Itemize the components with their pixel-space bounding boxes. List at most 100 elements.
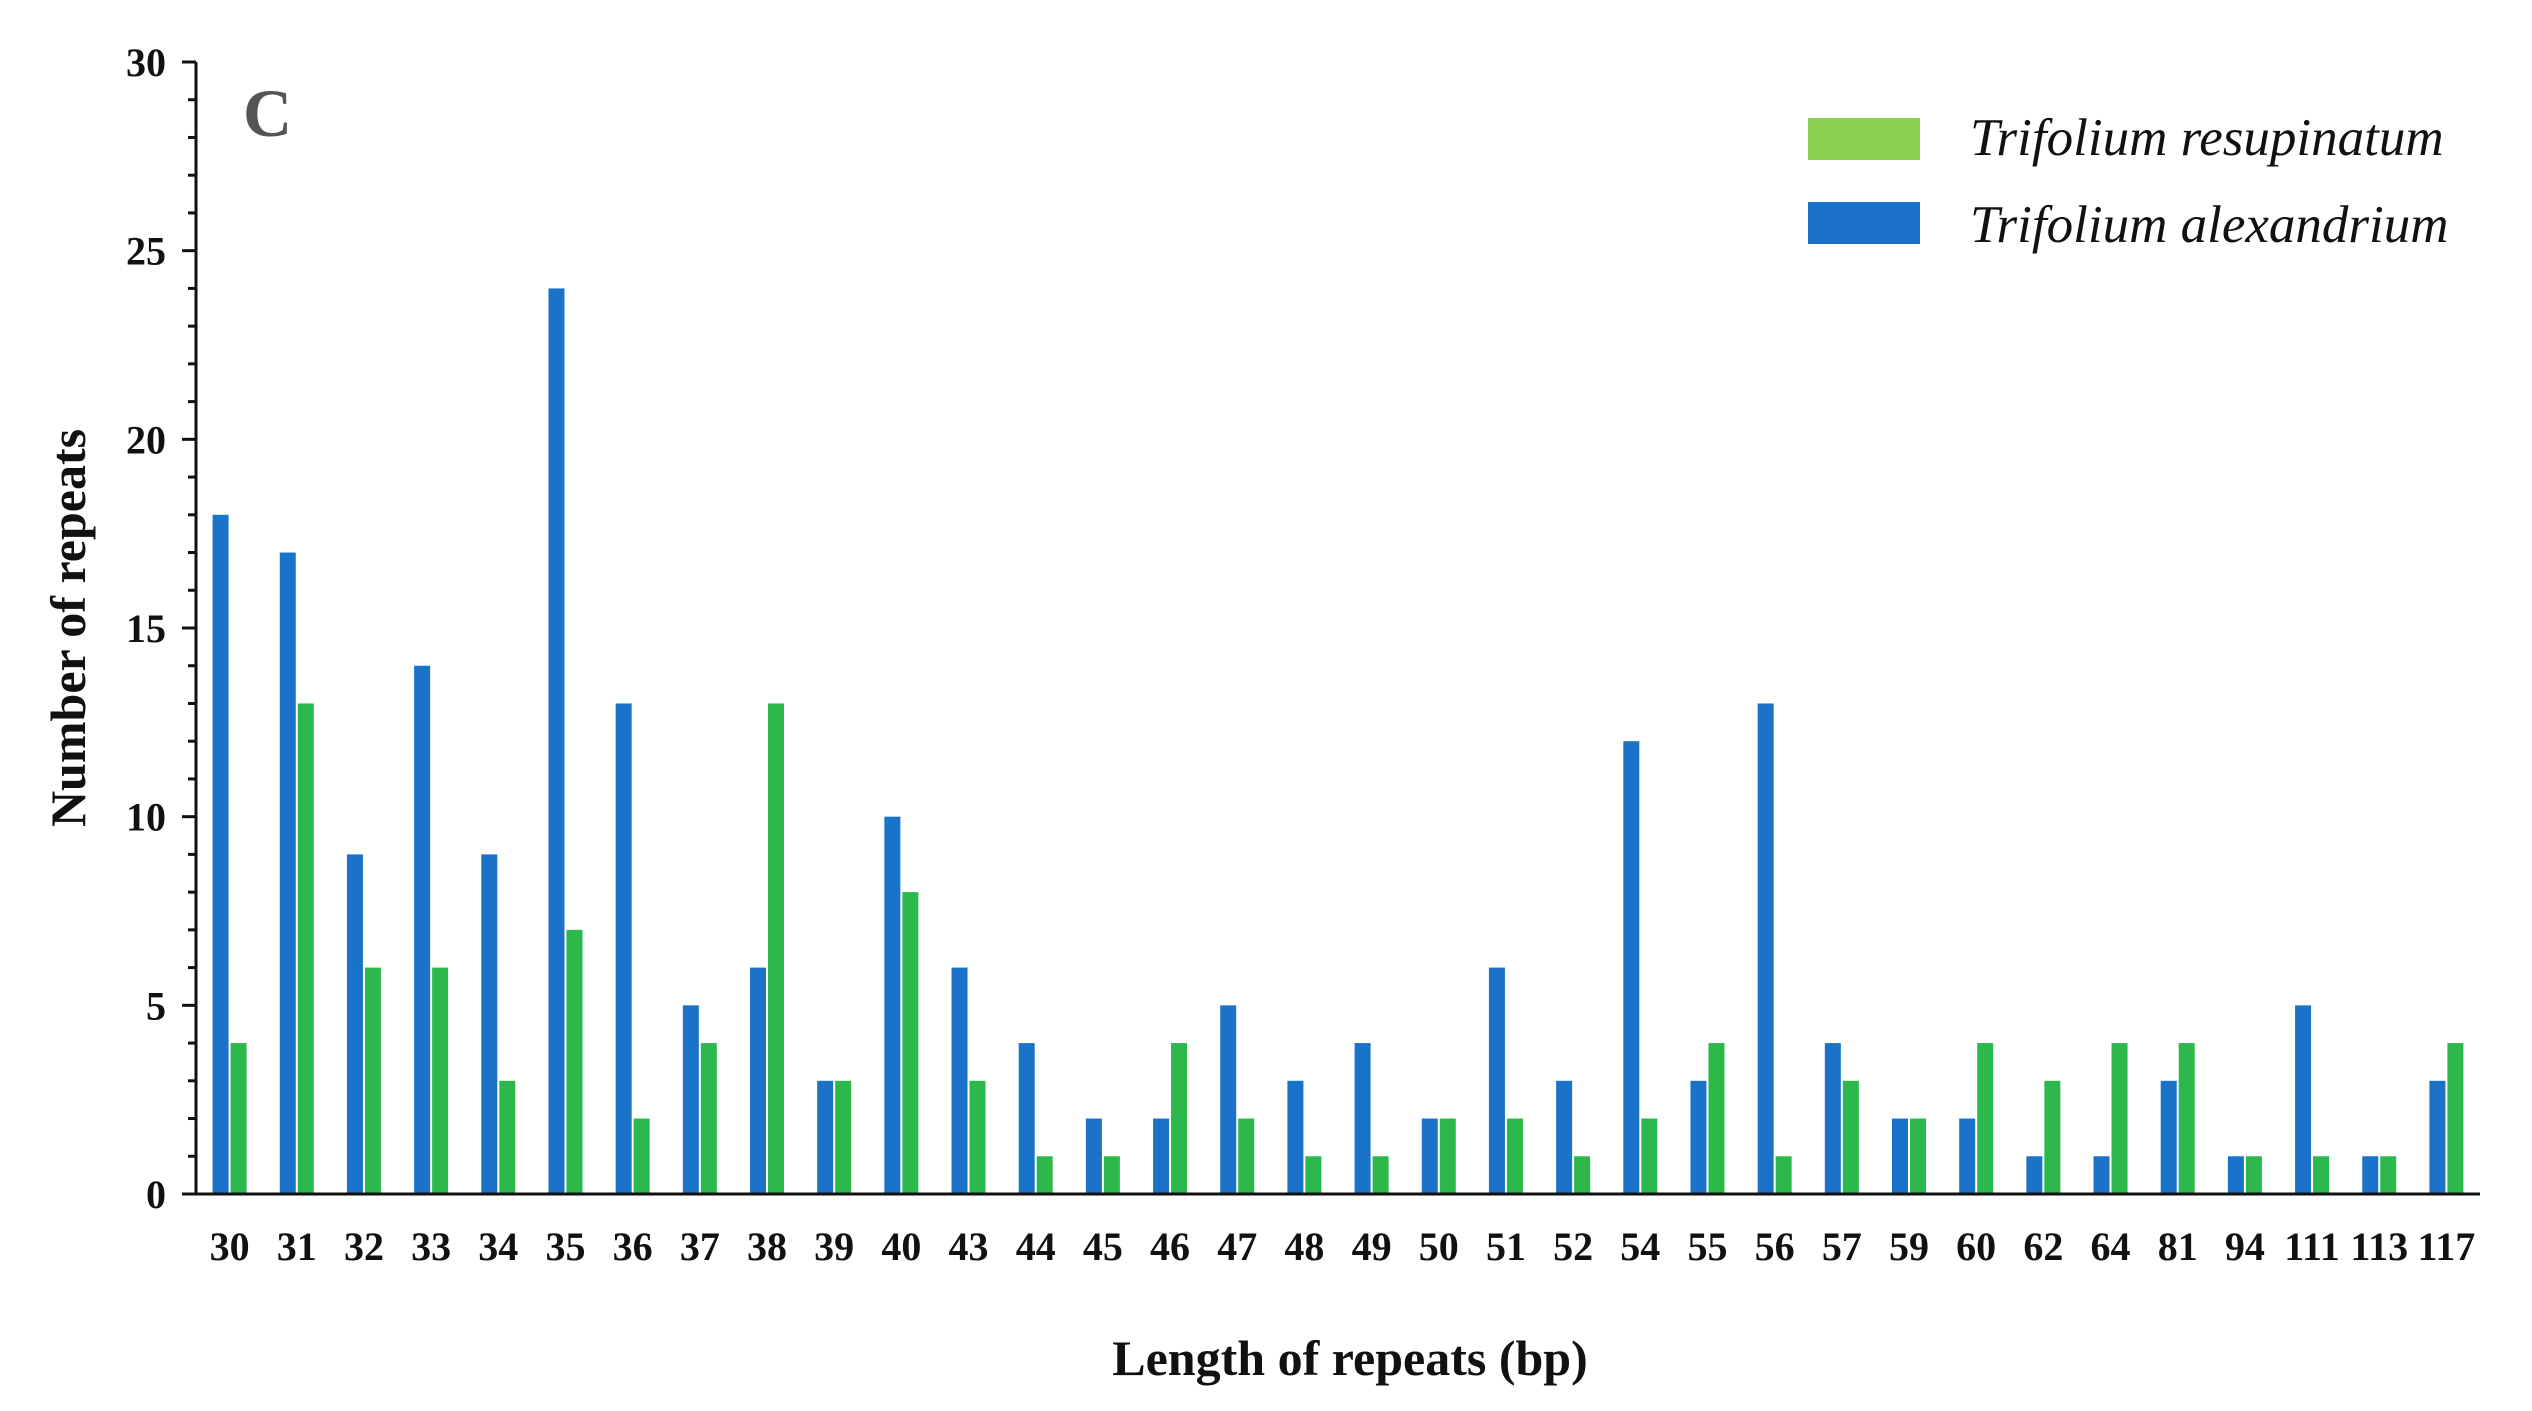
x-tick-label: 46 — [1150, 1224, 1190, 1269]
bar-resupinatum-31 — [297, 703, 314, 1194]
x-tick-label: 36 — [613, 1224, 653, 1269]
bar-resupinatum-47 — [1238, 1118, 1255, 1194]
x-tick-label: 32 — [344, 1224, 384, 1269]
bar-alexandrium-37 — [682, 1005, 699, 1194]
y-tick-label: 20 — [126, 417, 166, 462]
bar-resupinatum-50 — [1439, 1118, 1456, 1194]
bar-alexandrium-31 — [279, 552, 296, 1194]
bar-resupinatum-62 — [2044, 1080, 2061, 1194]
bar-alexandrium-51 — [1488, 967, 1505, 1194]
x-tick-label: 34 — [478, 1224, 518, 1269]
bar-alexandrium-45 — [1085, 1118, 1102, 1194]
bar-alexandrium-32 — [346, 854, 363, 1194]
x-tick-label: 50 — [1419, 1224, 1459, 1269]
bar-resupinatum-33 — [432, 967, 449, 1194]
x-tick-label: 113 — [2350, 1224, 2408, 1269]
bar-alexandrium-40 — [884, 816, 901, 1194]
bar-alexandrium-50 — [1421, 1118, 1438, 1194]
bar-resupinatum-81 — [2178, 1043, 2195, 1194]
panel-label: C — [243, 75, 292, 151]
bar-resupinatum-30 — [230, 1043, 247, 1194]
x-tick-label: 44 — [1016, 1224, 1056, 1269]
x-tick-label: 37 — [680, 1224, 720, 1269]
x-tick-label: 81 — [2158, 1224, 2198, 1269]
legend: Trifolium resupinatum Trifolium alexandr… — [1808, 109, 2449, 254]
bar-resupinatum-113 — [2380, 1156, 2397, 1194]
bar-alexandrium-33 — [414, 665, 431, 1194]
x-tick-label: 45 — [1083, 1224, 1123, 1269]
bar-alexandrium-35 — [548, 288, 565, 1194]
bar-alexandrium-54 — [1623, 741, 1640, 1194]
x-tick-label: 94 — [2225, 1224, 2265, 1269]
x-tick-label: 51 — [1486, 1224, 1526, 1269]
bar-resupinatum-38 — [768, 703, 784, 1194]
bar-alexandrium-48 — [1287, 1080, 1304, 1194]
bar-resupinatum-64 — [2111, 1043, 2128, 1194]
bar-alexandrium-39 — [817, 1080, 834, 1194]
bar-alexandrium-62 — [2026, 1156, 2043, 1194]
x-tick-label: 62 — [2023, 1224, 2063, 1269]
bar-alexandrium-117 — [2429, 1080, 2446, 1194]
x-tick-label: 39 — [814, 1224, 854, 1269]
bar-alexandrium-56 — [1757, 703, 1774, 1194]
legend-swatch-resupinatum — [1808, 118, 1920, 160]
bar-resupinatum-55 — [1708, 1043, 1725, 1194]
bar-resupinatum-46 — [1171, 1043, 1188, 1194]
bar-alexandrium-36 — [615, 703, 632, 1194]
bar-alexandrium-52 — [1556, 1080, 1573, 1194]
bar-resupinatum-32 — [364, 967, 381, 1194]
x-tick-label: 56 — [1755, 1224, 1795, 1269]
y-tick-label: 30 — [126, 40, 166, 85]
bar-resupinatum-54 — [1641, 1118, 1658, 1194]
legend-label-resupinatum: Trifolium resupinatum — [1970, 109, 2444, 167]
bar-alexandrium-113 — [2362, 1156, 2379, 1194]
bar-alexandrium-43 — [951, 967, 968, 1194]
y-tick-label: 15 — [126, 606, 166, 651]
x-tick-label: 117 — [2418, 1224, 2476, 1269]
x-tick-label: 57 — [1822, 1224, 1862, 1269]
bar-resupinatum-94 — [2245, 1156, 2262, 1194]
x-tick-label: 31 — [277, 1224, 317, 1269]
x-tick-label: 111 — [2284, 1224, 2340, 1269]
legend-label-alexandrium: Trifolium alexandrium — [1970, 196, 2449, 254]
bar-alexandrium-94 — [2227, 1156, 2244, 1194]
bar-resupinatum-44 — [1036, 1156, 1053, 1194]
bar-resupinatum-48 — [1305, 1156, 1322, 1194]
bars-group — [212, 288, 2464, 1194]
bar-resupinatum-52 — [1574, 1156, 1591, 1194]
x-tick-label: 54 — [1620, 1224, 1660, 1269]
bar-alexandrium-49 — [1354, 1043, 1371, 1194]
x-axis-title: Length of repeats (bp) — [1112, 1330, 1587, 1386]
x-tick-label: 48 — [1284, 1224, 1324, 1269]
bar-resupinatum-40 — [902, 892, 919, 1194]
x-tick-label: 43 — [949, 1224, 989, 1269]
bar-alexandrium-111 — [2295, 1005, 2312, 1194]
bar-alexandrium-30 — [212, 514, 229, 1194]
bar-alexandrium-44 — [1018, 1043, 1035, 1194]
x-tick-label: 59 — [1889, 1224, 1929, 1269]
bar-resupinatum-36 — [633, 1118, 650, 1194]
x-tick-label: 55 — [1687, 1224, 1727, 1269]
bar-resupinatum-56 — [1775, 1156, 1792, 1194]
x-tick-label: 64 — [2091, 1224, 2131, 1269]
bar-resupinatum-35 — [566, 929, 583, 1194]
bar-alexandrium-57 — [1824, 1043, 1841, 1194]
bar-alexandrium-59 — [1892, 1118, 1908, 1194]
y-axis-title: Number of repeats — [40, 429, 96, 827]
bar-alexandrium-81 — [2160, 1080, 2177, 1194]
bar-alexandrium-47 — [1220, 1005, 1237, 1194]
legend-swatch-alexandrium — [1808, 202, 1920, 244]
bar-resupinatum-51 — [1506, 1118, 1523, 1194]
y-tick-label: 0 — [146, 1172, 166, 1217]
x-tick-label: 38 — [747, 1224, 787, 1269]
y-axis-ticks: 0 5 10 15 20 25 30 — [126, 40, 196, 1217]
bar-alexandrium-55 — [1690, 1080, 1707, 1194]
x-tick-label: 60 — [1956, 1224, 1996, 1269]
x-tick-label: 47 — [1217, 1224, 1257, 1269]
x-tick-label: 49 — [1352, 1224, 1392, 1269]
bar-resupinatum-60 — [1977, 1043, 1994, 1194]
bar-resupinatum-34 — [499, 1080, 516, 1194]
bar-resupinatum-57 — [1842, 1080, 1859, 1194]
bar-resupinatum-49 — [1372, 1156, 1389, 1194]
